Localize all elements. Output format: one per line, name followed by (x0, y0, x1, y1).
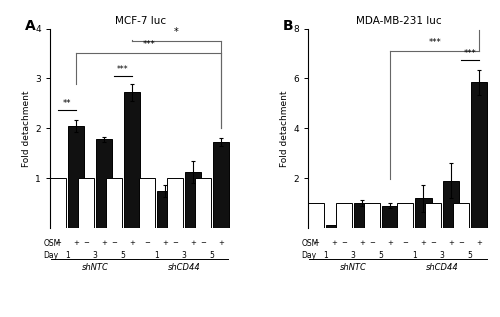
Text: −: − (458, 240, 464, 246)
Text: −: − (200, 240, 206, 246)
Y-axis label: Fold detachment: Fold detachment (280, 90, 289, 167)
Bar (195, 178, 211, 228)
Text: −: − (55, 240, 61, 246)
Text: −: − (430, 240, 436, 246)
Text: shCD44: shCD44 (426, 263, 458, 272)
Text: +: + (476, 240, 482, 246)
Text: **: ** (63, 99, 72, 108)
Bar (397, 203, 413, 228)
Text: ***: *** (117, 65, 129, 74)
Bar (326, 225, 342, 228)
Text: A: A (24, 18, 36, 33)
Text: ***: *** (142, 41, 155, 49)
Text: 1: 1 (323, 251, 328, 260)
Bar (78, 178, 94, 228)
Text: 1: 1 (412, 251, 417, 260)
Bar (96, 139, 112, 228)
Text: 3: 3 (351, 251, 356, 260)
Bar (354, 203, 370, 228)
Text: +: + (420, 240, 426, 246)
Text: 3: 3 (92, 251, 98, 260)
Text: shNTC: shNTC (82, 263, 108, 272)
Text: 3: 3 (440, 251, 444, 260)
Text: −: − (341, 240, 347, 246)
Text: −: − (402, 240, 408, 246)
Bar (425, 203, 441, 228)
Text: −: − (314, 240, 319, 246)
Title: MCF-7 luc: MCF-7 luc (116, 16, 166, 26)
Text: −: − (111, 240, 117, 246)
Text: shCD44: shCD44 (168, 263, 200, 272)
Text: +: + (218, 240, 224, 246)
Text: 1: 1 (154, 251, 158, 260)
Text: ***: *** (428, 38, 441, 47)
Text: Day: Day (302, 251, 317, 260)
Bar (453, 203, 469, 228)
Text: ***: *** (464, 49, 476, 58)
Bar (68, 126, 84, 228)
Text: OSM: OSM (302, 239, 319, 248)
Bar (444, 181, 460, 228)
Text: 5: 5 (210, 251, 214, 260)
Text: 5: 5 (468, 251, 472, 260)
Bar (364, 203, 380, 228)
Text: +: + (101, 240, 107, 246)
Text: +: + (190, 240, 196, 246)
Bar (50, 178, 66, 228)
Text: B: B (282, 18, 294, 33)
Text: −: − (369, 240, 375, 246)
Bar (106, 178, 122, 228)
Y-axis label: Fold detachment: Fold detachment (22, 90, 31, 167)
Text: +: + (332, 240, 338, 246)
Text: +: + (129, 240, 135, 246)
Text: OSM: OSM (44, 239, 61, 248)
Bar (139, 178, 155, 228)
Text: −: − (83, 240, 89, 246)
Text: 3: 3 (182, 251, 186, 260)
Text: +: + (162, 240, 168, 246)
Text: +: + (388, 240, 393, 246)
Text: Day: Day (44, 251, 59, 260)
Bar (167, 178, 183, 228)
Text: −: − (172, 240, 178, 246)
Text: 1: 1 (65, 251, 70, 260)
Text: +: + (360, 240, 366, 246)
Text: 5: 5 (378, 251, 384, 260)
Bar (382, 206, 398, 228)
Text: +: + (448, 240, 454, 246)
Bar (416, 198, 432, 228)
Text: *: * (174, 27, 179, 37)
Bar (336, 203, 352, 228)
Bar (158, 191, 174, 228)
Bar (308, 203, 324, 228)
Bar (185, 172, 201, 228)
Text: +: + (74, 240, 79, 246)
Text: 5: 5 (120, 251, 126, 260)
Bar (471, 82, 488, 228)
Text: −: − (144, 240, 150, 246)
Text: shNTC: shNTC (340, 263, 366, 272)
Title: MDA-MB-231 luc: MDA-MB-231 luc (356, 16, 442, 26)
Bar (124, 93, 140, 228)
Bar (213, 142, 229, 228)
